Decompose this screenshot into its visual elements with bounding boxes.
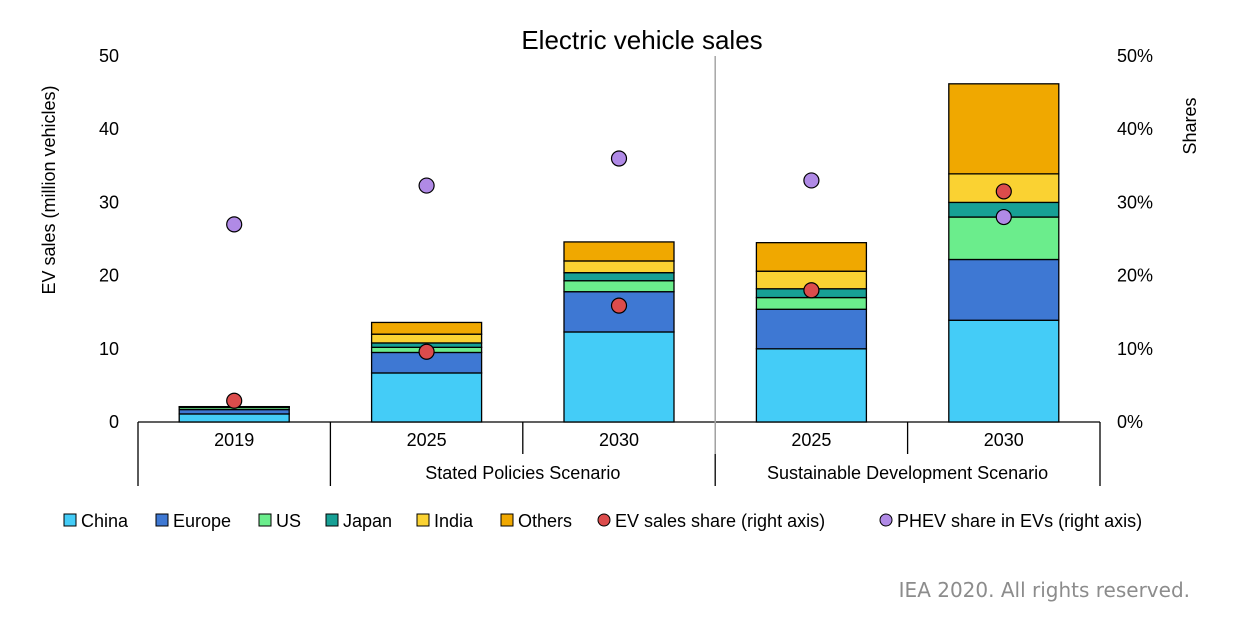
bar-segment-others: [563, 241, 675, 262]
legend-label: Europe: [173, 511, 231, 531]
bar-segment-europe: [755, 308, 868, 350]
bar-segment-china: [948, 319, 1060, 423]
legend-marker: [879, 513, 893, 527]
bar-segment-china: [370, 372, 483, 423]
bar-segment-others: [948, 83, 1060, 175]
legend-swatch: [258, 513, 272, 527]
legend-marker: [597, 513, 611, 527]
marker-ev: [995, 183, 1012, 200]
y2-axis-title: Shares: [1180, 97, 1200, 154]
legend-swatch: [63, 513, 77, 527]
marker-phev: [226, 216, 243, 233]
legend-swatch: [416, 513, 430, 527]
marker-phev: [610, 150, 628, 167]
bar-segment-china: [563, 331, 675, 423]
group-label: Stated Policies Scenario: [425, 463, 620, 483]
y-tick-label: 20: [99, 266, 119, 286]
legend-label: Japan: [343, 511, 392, 531]
category-label: 2030: [599, 430, 639, 450]
marker-ev: [803, 282, 820, 299]
legend-label: PHEV share in EVs (right axis): [897, 511, 1142, 531]
y-tick-label: 30: [99, 192, 119, 212]
marker-phev: [803, 172, 820, 189]
bar-segment-india: [370, 333, 483, 344]
chart-title: Electric vehicle sales: [521, 25, 762, 55]
legend-swatch: [325, 513, 339, 527]
bar-segment-others: [755, 242, 868, 272]
marker-phev: [995, 208, 1012, 226]
category-label: 2019: [214, 430, 254, 450]
marker-phev: [418, 177, 435, 194]
legend-swatch: [155, 513, 169, 527]
group-label: Sustainable Development Scenario: [767, 463, 1048, 483]
bar-segment-china: [755, 348, 868, 423]
bar-stacks: [178, 83, 1060, 423]
legend-swatch: [500, 513, 514, 527]
y-tick-label: 10: [99, 339, 119, 359]
marker-ev: [226, 392, 243, 409]
category-label: 2025: [791, 430, 831, 450]
copyright-credit: IEA 2020. All rights reserved.: [898, 578, 1190, 602]
category-label: 2025: [407, 430, 447, 450]
bar-segment-us: [563, 280, 675, 293]
y2-tick-label: 30%: [1117, 192, 1153, 212]
legend-label: India: [434, 511, 474, 531]
y-tick-label: 0: [109, 412, 119, 432]
bar-segment-europe: [948, 258, 1060, 321]
y2-tick-label: 20%: [1117, 266, 1153, 286]
y-axis-title: EV sales (million vehicles): [39, 85, 59, 294]
marker-ev: [610, 297, 628, 314]
legend-label: US: [276, 511, 301, 531]
marker-ev: [418, 343, 435, 360]
bar-segment-japan: [563, 272, 675, 282]
bar-segment-india: [563, 260, 675, 274]
y2-tick-label: 50%: [1117, 46, 1153, 66]
bar-segment-us: [755, 296, 868, 310]
y2-tick-label: 0%: [1117, 412, 1143, 432]
category-label: 2030: [984, 430, 1024, 450]
y2-tick-label: 10%: [1117, 339, 1153, 359]
legend-label: EV sales share (right axis): [615, 511, 825, 531]
bar-segment-china: [178, 413, 290, 423]
bar-segment-europe: [178, 408, 290, 415]
y-tick-label: 50: [99, 46, 119, 66]
bar-segment-others: [370, 321, 483, 335]
share-markers: [226, 150, 1012, 409]
legend-label: Others: [518, 511, 572, 531]
legend-label: China: [81, 511, 129, 531]
y2-tick-label: 40%: [1117, 119, 1153, 139]
y-tick-label: 40: [99, 119, 119, 139]
legend: China Europe US Japan India Others EV sales sh…: [63, 511, 1142, 531]
